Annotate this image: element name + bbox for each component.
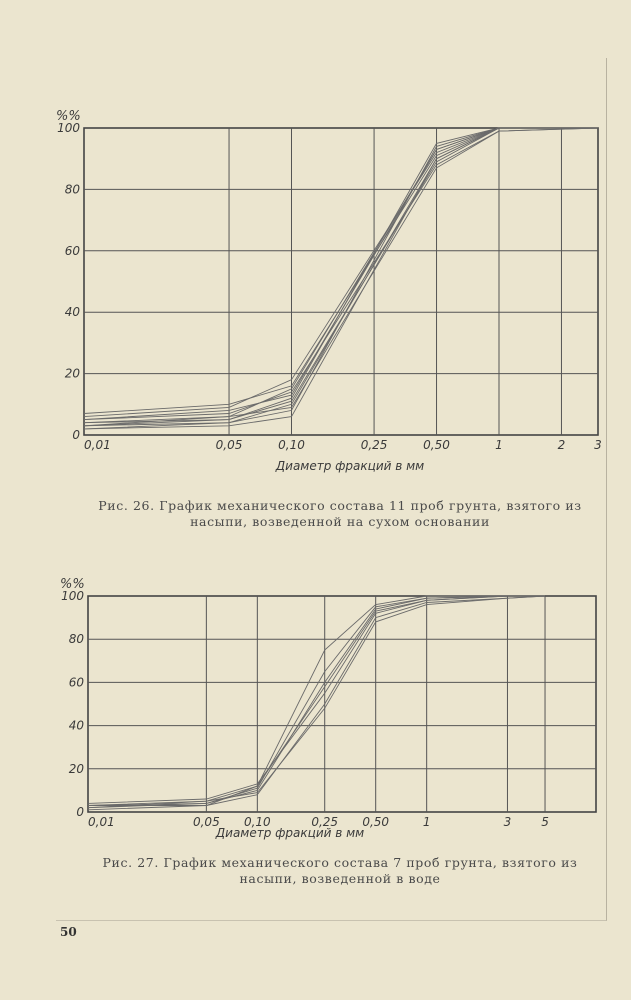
fig27-xtick-label: 1	[423, 815, 431, 829]
fig26-series-line-9	[83, 127, 598, 430]
fig26-xtick-label: 2	[558, 438, 566, 452]
fig27-xtick-label: 5	[541, 815, 549, 829]
fig27-series-line-6	[87, 595, 546, 809]
fig26-xtick-label: 0,50	[423, 438, 450, 452]
fig26-series-line-1	[83, 127, 598, 427]
fig26-svg: 0 20 40 60 80 100 0,01 0,05 0,10 0,25 0,50 1 2 3%% Диа…	[56, 109, 602, 473]
fig26-series-line-2	[83, 127, 598, 424]
fig26-xtick-label: 0,10	[278, 438, 305, 452]
chart-fig26: 0 20 40 60 80 100 0,01 0,05 0,10 0,25 0,50 1 2 3%% Диа…	[0, 92, 631, 482]
fig27-plot-frame	[87, 595, 597, 813]
fig27-ytick-label: 60	[69, 675, 85, 689]
fig27-xtick-label: 0,01	[88, 815, 115, 829]
fig27-ytick-label: 20	[69, 762, 85, 776]
fig27-series-line-4	[87, 595, 546, 811]
fig27-series-line-5	[87, 595, 545, 806]
fig26-xtick-label: 0,05	[216, 438, 243, 452]
fig26-series-line-10	[83, 127, 598, 421]
fig27-xtick-label: 0,50	[362, 815, 389, 829]
fig26-xtick-label: 1	[495, 438, 503, 452]
fig26-ytick-label: 0	[72, 428, 80, 442]
fig27-y-axis-label: %%	[60, 577, 85, 592]
fig27-x-axis-label: Диаметр фракций в мм	[215, 826, 364, 840]
fig26-xtick-label: 0,25	[361, 438, 388, 452]
fig26-ytick-label: 60	[65, 244, 81, 258]
chart-fig27: 0 20 40 60 80 100 0,01 0,05 0,10 0,25 0,50 1 3 5%% Диа…	[0, 562, 631, 847]
caption-fig26: Рис. 26. График механического состава 11…	[98, 498, 582, 529]
fig26-series-line-8	[83, 127, 598, 424]
fig26-series-line-6	[83, 127, 598, 427]
fig26-x-axis-label: Диаметр фракций в мм	[275, 459, 424, 473]
fig27-ytick-label: 100	[61, 589, 84, 603]
fig27-series-line-7	[88, 595, 545, 806]
fig27-xtick-label: 0,05	[193, 815, 220, 829]
fig26-ytick-label: 20	[65, 367, 81, 381]
fig27-ytick-label: 40	[69, 719, 85, 733]
fig27-svg: 0 20 40 60 80 100 0,01 0,05 0,10 0,25 0,50 1 3 5%% Диа…	[60, 577, 597, 840]
fig27-xtick-label: 0,25	[311, 815, 338, 829]
fig27-xtick-label: 3	[504, 815, 512, 829]
caption-fig27: Рис. 27. График механического состава 7 …	[102, 855, 578, 886]
fig27-series-line-2	[87, 595, 545, 809]
fig27-series-line-1	[87, 595, 545, 806]
fig27-ytick-label: 0	[76, 805, 84, 819]
fig26-y-axis-label: %%	[56, 109, 81, 124]
fig26-series-line-7	[83, 127, 598, 414]
fig27-xtick-label: 0,10	[244, 815, 271, 829]
fig26-ytick-label: 100	[57, 121, 80, 135]
fig26-xtick-label: 3	[594, 438, 602, 452]
fig27-series-line-3	[87, 595, 545, 804]
page-number: 50	[60, 925, 77, 939]
fig26-xtick-label: 0,01	[84, 438, 111, 452]
fig26-series-line-5	[83, 127, 599, 421]
fig27-ytick-label: 80	[69, 632, 85, 646]
fig26-ytick-label: 40	[65, 305, 81, 319]
fig26-ytick-label: 80	[65, 182, 81, 196]
fig26-series-line-4	[83, 127, 598, 430]
page-frame	[56, 58, 607, 921]
fig26-plot-frame	[83, 127, 599, 436]
fig26-series-line-11	[83, 127, 599, 427]
